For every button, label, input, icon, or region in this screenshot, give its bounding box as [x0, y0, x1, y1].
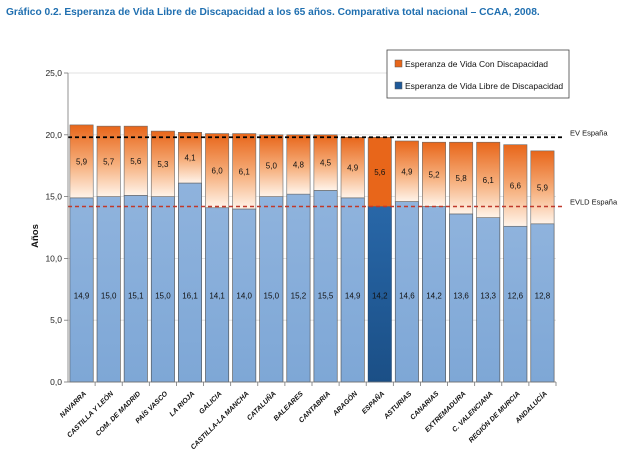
y-tick-label: 10,0 — [45, 253, 62, 263]
x-category-label: ESPAÑA — [360, 389, 387, 416]
bar-con — [394, 140, 419, 202]
value-label-libre: 14,9 — [74, 291, 90, 300]
value-label-con: 6,0 — [212, 167, 224, 176]
bar-con — [476, 141, 501, 218]
legend-box — [386, 49, 570, 99]
bar-libre — [96, 196, 121, 383]
value-label-libre: 15,1 — [128, 291, 144, 300]
value-label-con: 5,0 — [266, 162, 278, 171]
legend-label-libre: Esperanza de Vida Libre de Discapacidad — [405, 81, 563, 91]
x-category-label: LA RIOJA — [169, 390, 197, 418]
bar-con — [340, 136, 365, 199]
bar-libre — [340, 197, 365, 383]
value-label-con: 5,9 — [76, 157, 88, 166]
value-label-libre: 15,0 — [101, 291, 117, 300]
value-label-con: 6,1 — [239, 167, 251, 176]
x-category-label: REGIÓN DE MURCIA — [466, 389, 521, 444]
bar-con — [449, 141, 474, 215]
value-label-libre: 13,3 — [480, 291, 496, 300]
value-label-con: 5,2 — [428, 170, 440, 179]
bar-con — [123, 125, 148, 196]
bar-libre — [530, 223, 555, 383]
bar-libre — [123, 195, 148, 383]
legend-label-con: Esperanza de Vida Con Discapacidad — [405, 59, 548, 69]
legend-swatch-con — [394, 59, 403, 68]
value-label-con: 5,3 — [157, 160, 169, 169]
value-label-con: 5,9 — [537, 183, 549, 192]
value-label-con: 5,8 — [456, 174, 468, 183]
x-category-label: ARAGÓN — [330, 388, 360, 418]
reference-lines: EV España EVLD España — [68, 128, 618, 208]
value-label-libre: 14,0 — [236, 291, 252, 300]
value-label-libre: 15,5 — [318, 291, 334, 300]
bar-con — [178, 132, 202, 184]
value-label-con: 6,1 — [483, 176, 495, 185]
value-label-con: 4,9 — [347, 164, 359, 173]
value-label-con: 4,8 — [293, 160, 305, 169]
reference-line-label: EV España — [570, 128, 608, 137]
x-category-label: CASTILLA-LA MANCHA — [190, 390, 251, 451]
value-label-con: 4,5 — [320, 159, 332, 168]
y-tick-label: 20,0 — [45, 130, 62, 140]
bar-con — [69, 124, 94, 199]
value-label-libre: 14,2 — [372, 291, 388, 300]
legend-swatch-libre — [394, 81, 403, 90]
data-labels: 14,9 5,9 15,0 5,7 15,1 5,6 15,0 5,3 16,1 4,1 14,1 6… — [74, 154, 551, 301]
value-label-libre: 12,8 — [535, 291, 551, 300]
y-tick-label: 0,0 — [50, 377, 62, 387]
y-tick-label: 25,0 — [45, 68, 62, 78]
value-label-libre: 12,6 — [508, 291, 524, 300]
value-label-libre: 14,9 — [345, 291, 361, 300]
value-label-libre: 16,1 — [182, 291, 198, 300]
value-label-libre: 14,6 — [399, 291, 415, 300]
value-label-libre: 14,2 — [426, 291, 442, 300]
bar-con — [313, 134, 338, 191]
value-label-con: 4,1 — [184, 154, 196, 163]
y-tick-label: 5,0 — [50, 315, 62, 325]
bar-libre — [259, 196, 284, 383]
bar-con — [232, 133, 257, 210]
value-label-con: 5,6 — [130, 157, 142, 166]
bar-libre — [178, 182, 202, 383]
bar-libre — [150, 196, 175, 383]
bar-con — [259, 134, 284, 197]
value-label-libre: 13,6 — [453, 291, 469, 300]
legend: Esperanza de Vida Con Discapacidad Espera… — [386, 49, 570, 99]
bar-libre — [286, 193, 311, 383]
value-label-libre: 15,2 — [291, 291, 307, 300]
x-category-label: NAVARRA — [59, 390, 88, 419]
bar-libre — [69, 197, 94, 383]
bar-con — [205, 133, 230, 209]
bar-libre — [313, 190, 338, 383]
x-category-label: GALICIA — [198, 390, 223, 415]
y-axis-label: Años — [30, 224, 41, 248]
bar-series — [69, 124, 555, 383]
chart-title: Gráfico 0.2. Esperanza de Vida Libre de … — [6, 7, 540, 18]
value-label-libre: 15,0 — [264, 291, 280, 300]
bar-con — [96, 125, 121, 197]
bar-con — [530, 150, 555, 225]
value-label-con: 4,9 — [401, 167, 413, 176]
value-label-con: 5,7 — [103, 157, 115, 166]
value-label-libre: 14,1 — [209, 291, 225, 300]
bar-libre — [503, 225, 528, 383]
x-category-label: CASTILLA Y LEÓN — [65, 388, 116, 439]
value-label-con: 5,6 — [374, 168, 386, 177]
bar-con — [150, 130, 175, 197]
bar-con — [286, 134, 311, 195]
y-tick-label: 15,0 — [45, 192, 62, 202]
reference-line-label: EVLD España — [570, 197, 618, 206]
value-label-libre: 15,0 — [155, 291, 171, 300]
value-label-con: 6,6 — [510, 181, 522, 190]
